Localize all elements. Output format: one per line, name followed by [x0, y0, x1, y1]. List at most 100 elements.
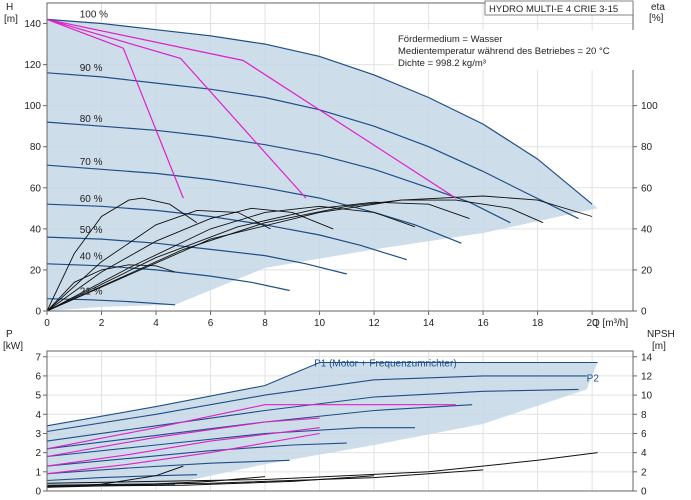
power-curve-8 — [46, 474, 197, 482]
power-magenta-curve-1 — [46, 404, 456, 450]
npsh-curve-4 — [46, 476, 266, 488]
top-y-ticks-right: 0 20 40 60 80 100 — [633, 101, 658, 318]
top-ylabel: H — [6, 2, 13, 13]
y-tick-label: 0 — [35, 487, 41, 498]
bottom-y-ticks-right: 0 2 4 6 8 10 12 14 — [633, 352, 653, 498]
y-right-tick-label: 0 — [641, 307, 647, 318]
x-tick-label: 14 — [423, 318, 435, 329]
head-curve-80 — [46, 121, 511, 224]
head-efficiency-panel: 0 2 4 6 8 10 12 14 16 18 20 0 20 40 60 80 100 120 140 0 20… — [4, 0, 665, 329]
bep-line-2 — [46, 18, 307, 199]
y-tick-label: 120 — [24, 60, 41, 71]
top-ylabel-unit: [m] — [4, 14, 18, 25]
y-tick-label: 5 — [35, 391, 41, 402]
npsh-curve-5 — [46, 465, 184, 488]
power-curve-2 — [46, 375, 587, 433]
bottom-plot-frame — [46, 350, 634, 492]
y-right-tick-label: 4 — [641, 448, 647, 459]
y-tick-label: 20 — [30, 265, 42, 276]
top-ylabel-right-unit: [%] — [649, 13, 664, 24]
y-right-tick-label: 8 — [641, 410, 647, 421]
x-tick-label: 16 — [478, 318, 490, 329]
y-right-tick-label: 80 — [641, 142, 653, 153]
power-magenta-curve-3 — [46, 427, 320, 467]
bep-line-1 — [46, 18, 184, 199]
operating-envelope — [47, 19, 598, 312]
power-legend-labels: P1 (Motor + Frequenzumrichter) P2 — [314, 358, 599, 384]
x-tick-label: 2 — [99, 318, 105, 329]
x-tick-label: 10 — [314, 318, 326, 329]
speed-label: 80 % — [80, 114, 103, 125]
top-x-ticks: 0 2 4 6 8 10 12 14 16 18 20 — [44, 311, 598, 329]
head-curve-40 — [46, 263, 290, 292]
x-tick-label: 20 — [587, 318, 599, 329]
chart-title: HYDRO MULTI-E 4 CRIE 3-15 — [489, 4, 618, 15]
x-tick-label: 0 — [44, 318, 50, 329]
speed-label: 40 % — [80, 252, 103, 263]
info-line-temperature: Medientemperatur während des Betriebes =… — [398, 46, 610, 57]
head-curve-21 — [46, 298, 176, 306]
top-plot-frame — [46, 2, 634, 312]
y-tick-label: 7 — [35, 352, 41, 363]
efficiency-curve-8 — [46, 264, 176, 312]
power-curve-1 — [46, 361, 598, 427]
y-tick-label: 2 — [35, 448, 41, 459]
speed-label: 21 % — [80, 287, 103, 298]
x-tick-label: 18 — [532, 318, 544, 329]
y-right-tick-label: 6 — [641, 429, 647, 440]
head-curve-50 — [46, 236, 347, 275]
efficiency-curve-4 — [46, 205, 416, 312]
speed-label: 60 % — [80, 194, 103, 205]
power-curve-5 — [46, 427, 415, 458]
power-magenta-curves — [46, 404, 456, 475]
bottom-ylabel-unit: [kW] — [3, 341, 23, 352]
bottom-ylabel: P — [6, 329, 13, 340]
best-efficiency-lines — [46, 18, 457, 199]
speed-label: 70 % — [80, 157, 103, 168]
npsh-curves — [46, 452, 598, 488]
power-legend-label: P2 — [587, 374, 600, 385]
bottom-ylabel-right-unit: [m] — [652, 341, 666, 352]
y-tick-label: 60 — [30, 183, 42, 194]
y-right-tick-label: 2 — [641, 467, 647, 478]
y-right-tick-label: 10 — [641, 391, 653, 402]
x-tick-label: 8 — [262, 318, 268, 329]
top-ylabel-right: eta — [651, 2, 665, 13]
y-right-tick-label: 60 — [641, 183, 653, 194]
y-right-tick-label: 14 — [641, 352, 653, 363]
info-box — [394, 30, 634, 70]
y-right-tick-label: 20 — [641, 265, 653, 276]
y-right-tick-label: 40 — [641, 224, 653, 235]
npsh-curve-1 — [46, 452, 598, 484]
speed-label: 100 % — [80, 9, 108, 20]
top-y-ticks-left: 0 20 40 60 80 100 120 140 — [24, 19, 47, 318]
efficiency-curve-2 — [46, 209, 271, 312]
y-tick-label: 0 — [35, 307, 41, 318]
y-tick-label: 1 — [35, 467, 41, 478]
y-tick-label: 140 — [24, 19, 41, 30]
efficiency-curve-5 — [46, 201, 470, 312]
chart-title-box — [484, 0, 634, 16]
efficiency-curve-1 — [46, 197, 198, 312]
y-tick-label: 100 — [24, 101, 41, 112]
efficiency-curves — [46, 195, 593, 312]
speed-label: 50 % — [80, 225, 103, 236]
head-curve-100 — [46, 18, 593, 205]
y-tick-label: 3 — [35, 429, 41, 440]
bottom-y-ticks-left: 0 1 2 3 4 5 6 7 — [35, 352, 47, 498]
info-line-medium: Fördermedium = Wasser — [398, 34, 502, 45]
x-tick-label: 6 — [208, 318, 214, 329]
y-right-tick-label: 0 — [641, 487, 647, 498]
info-line-density: Dichte = 998.2 kg/m³ — [398, 58, 486, 69]
y-tick-label: 80 — [30, 142, 42, 153]
y-right-tick-label: 100 — [641, 101, 658, 112]
power-curve-3 — [46, 388, 579, 442]
x-tick-label: 4 — [153, 318, 159, 329]
power-magenta-curve-2 — [46, 417, 320, 458]
speed-label: 90 % — [80, 63, 103, 74]
speed-labels: 100 % 90 % 80 % 70 % 60 % 50 % 40 % 21 % — [80, 9, 108, 297]
top-xlabel: Q [m³/h] — [592, 318, 628, 329]
efficiency-curve-3 — [46, 207, 334, 312]
npsh-curve-2 — [46, 469, 484, 486]
